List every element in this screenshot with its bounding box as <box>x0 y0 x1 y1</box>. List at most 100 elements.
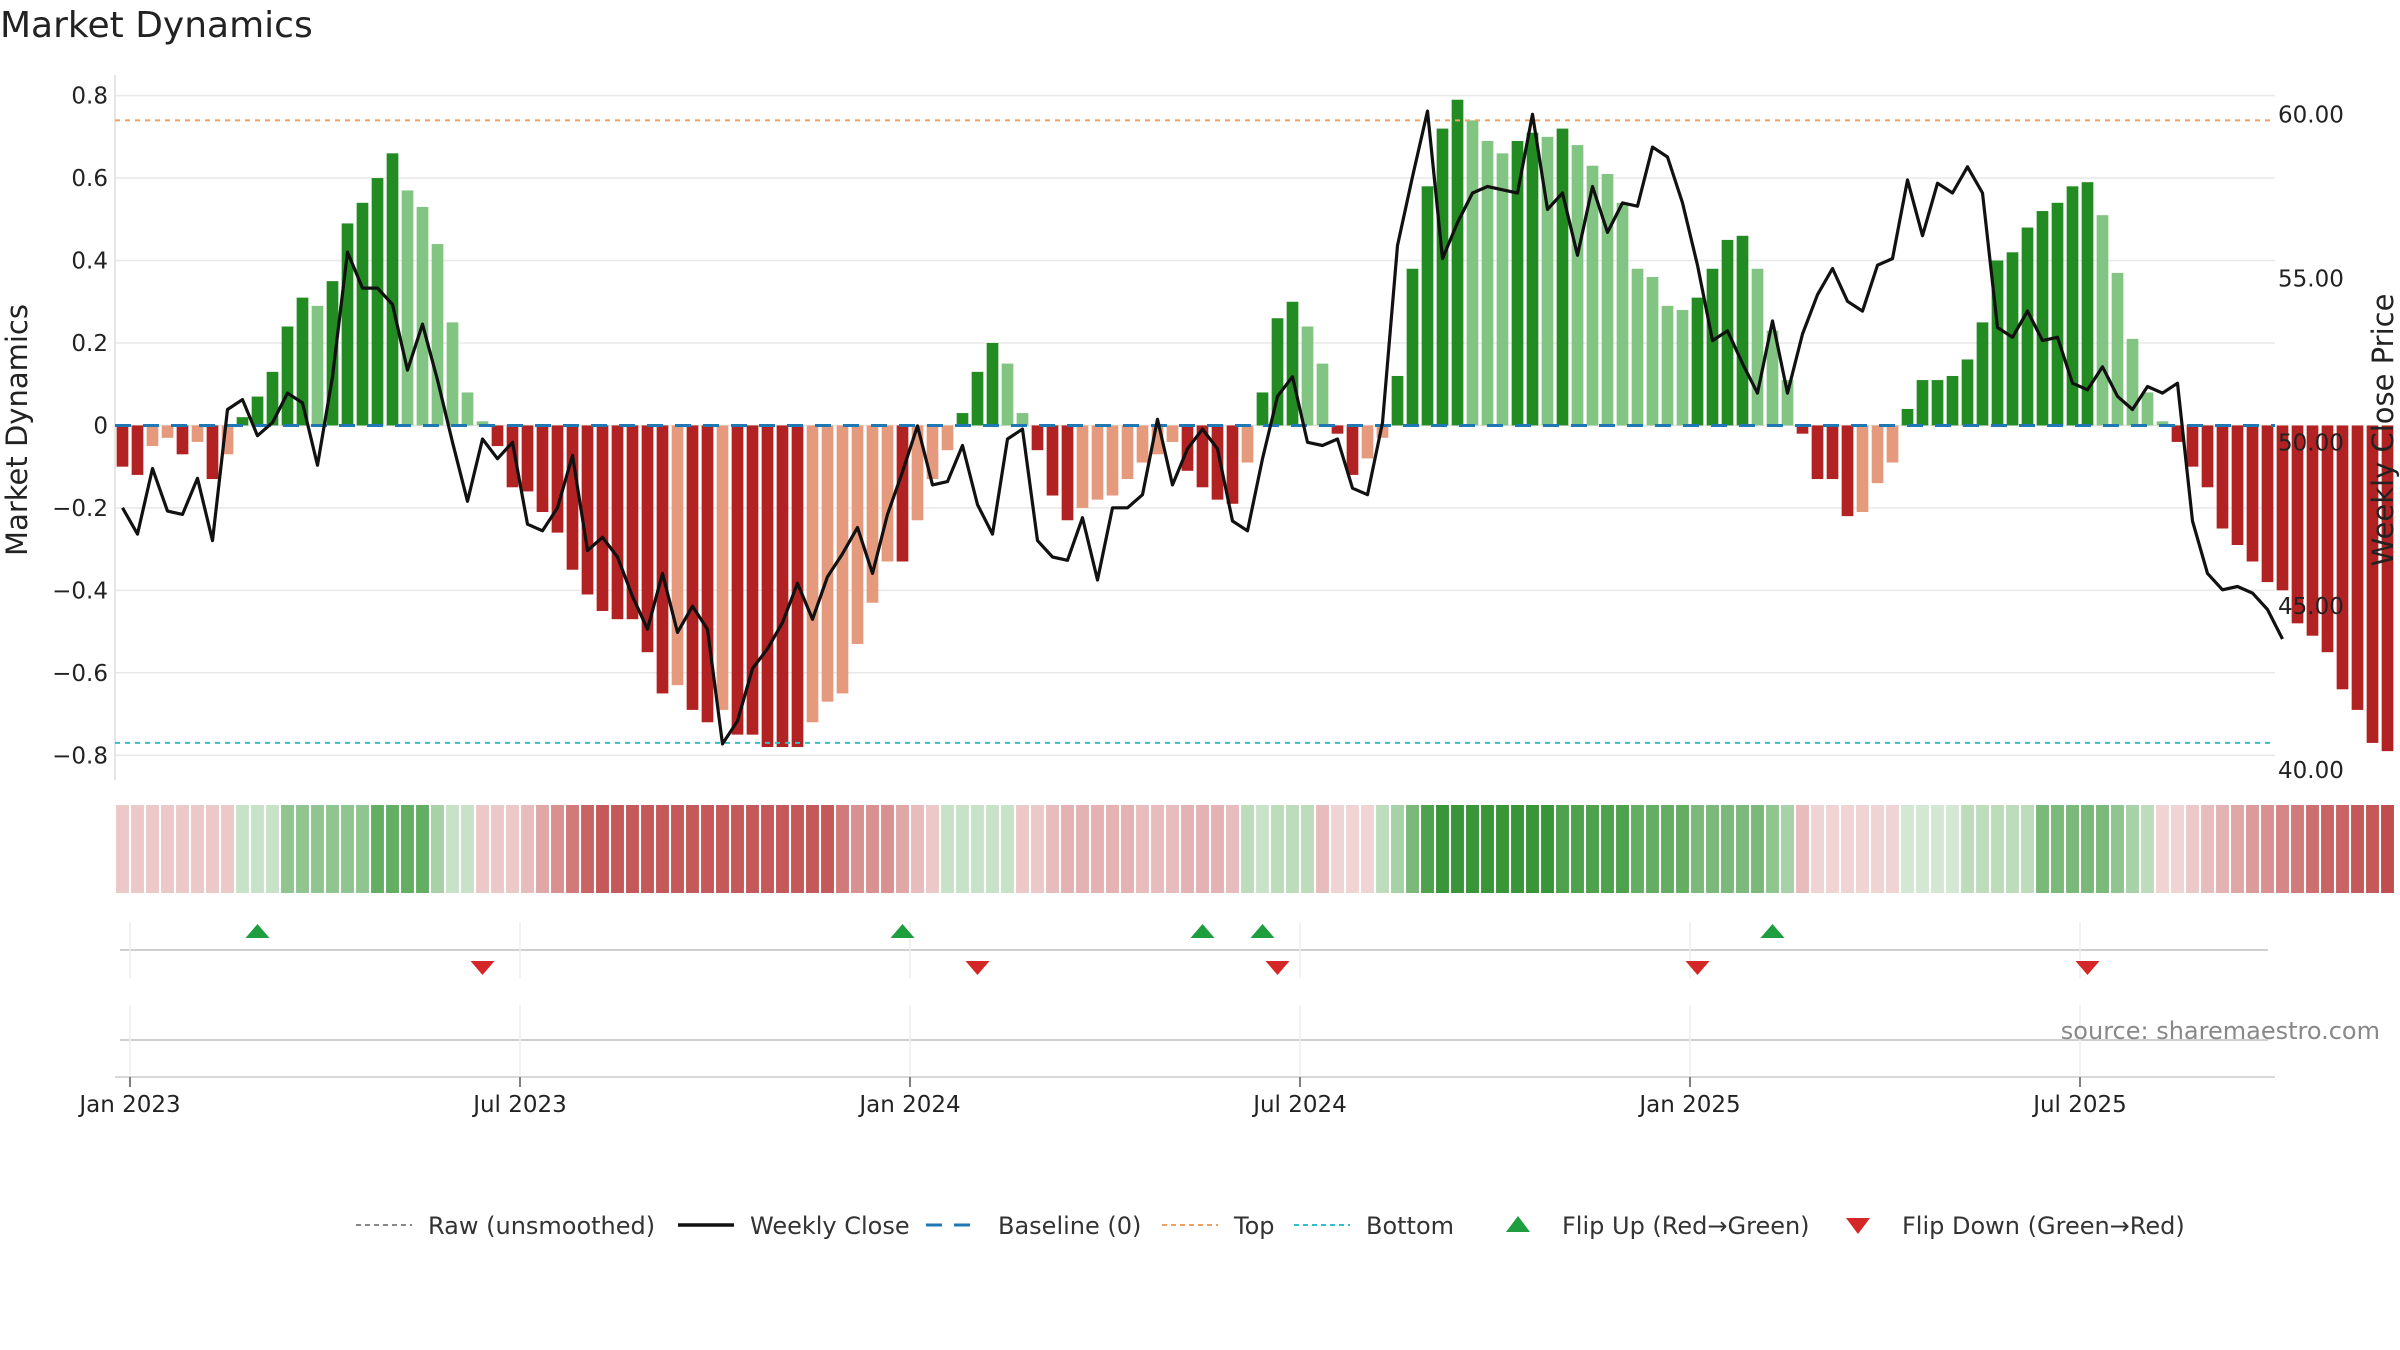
momentum-bar <box>866 425 879 603</box>
legend-item-flip_up: Flip Up (Red→Green) <box>1506 1212 1810 1240</box>
y-axis-left-label: Market Dynamics <box>0 304 34 556</box>
heat-strip-cell <box>131 805 144 893</box>
heat-strip-cell <box>2231 805 2244 893</box>
momentum-bar <box>2321 425 2334 653</box>
heat-strip-cell <box>416 805 429 893</box>
legend-swatch <box>1846 1218 1870 1234</box>
flip-down-marker <box>1265 961 1290 975</box>
y-tick-label-left: 0.4 <box>71 249 108 275</box>
momentum-bar <box>1271 318 1284 426</box>
heat-strip-cell <box>1646 805 1659 893</box>
momentum-bar <box>1706 268 1719 426</box>
source-note: source: sharemaestro.com <box>2061 1017 2380 1045</box>
heat-strip-cell <box>1601 805 1614 893</box>
heat-strip-cell <box>2216 805 2229 893</box>
momentum-bar <box>1826 425 1839 480</box>
heat-strip-cell <box>1466 805 1479 893</box>
momentum-bar <box>1451 99 1464 426</box>
momentum-bar <box>836 425 849 694</box>
heat-strip-cell <box>1766 805 1779 893</box>
momentum-bar <box>2036 211 2049 426</box>
heat-strip-cell <box>1196 805 1209 893</box>
momentum-bar <box>356 202 369 426</box>
heat-strip-cell <box>926 805 939 893</box>
heat-strip-cell <box>746 805 759 893</box>
momentum-bar <box>1331 425 1344 434</box>
momentum-bar <box>896 425 909 562</box>
heat-strip-cell <box>1436 805 1449 893</box>
momentum-bar <box>251 396 264 426</box>
x-tick-label: Jan 2023 <box>77 1092 180 1118</box>
heat-strip-cell <box>1931 805 1944 893</box>
heat-strip-cell <box>731 805 744 893</box>
momentum-bar <box>1781 380 1794 426</box>
momentum-bar <box>536 425 549 513</box>
x-tick-label: Jul 2023 <box>471 1092 567 1118</box>
y-tick-label-left: −0.8 <box>52 743 108 769</box>
heat-strip-cell <box>1001 805 1014 893</box>
y-tick-label-left: 0.2 <box>71 331 108 357</box>
momentum-bar <box>2141 392 2154 426</box>
momentum-bar <box>671 425 684 686</box>
momentum-bar <box>371 178 384 426</box>
heat-strip-cell <box>1451 805 1464 893</box>
heat-strip-cell <box>851 805 864 893</box>
heat-strip-cell <box>191 805 204 893</box>
momentum-bar <box>1406 268 1419 426</box>
heat-strip-cell <box>521 805 534 893</box>
momentum-bar <box>1526 132 1539 426</box>
momentum-bar <box>2201 425 2214 488</box>
flip-up-marker <box>1250 924 1275 938</box>
heat-strip-cell <box>1916 805 1929 893</box>
heat-strip-cell <box>1796 805 1809 893</box>
heat-strip-cell <box>2141 805 2154 893</box>
momentum-bar <box>446 322 459 426</box>
heat-strip-cell <box>941 805 954 893</box>
momentum-bar <box>1766 330 1779 426</box>
momentum-bar <box>506 425 519 488</box>
heat-strip-cell <box>446 805 459 893</box>
legend-label: Flip Down (Green→Red) <box>1902 1212 2185 1240</box>
heat-strip-cell <box>1046 805 1059 893</box>
momentum-bar <box>1076 425 1089 508</box>
momentum-bar <box>881 425 894 562</box>
heat-strip-cell <box>1391 805 1404 893</box>
momentum-bar <box>191 425 204 442</box>
heat-strip-cell <box>641 805 654 893</box>
heat-strip-cell <box>1526 805 1539 893</box>
heat-strip-cell <box>1376 805 1389 893</box>
heat-strip-cell <box>281 805 294 893</box>
momentum-bar <box>1466 120 1479 426</box>
heat-strip-cell <box>1781 805 1794 893</box>
momentum-bar <box>746 425 759 735</box>
momentum-bar <box>731 425 744 735</box>
heat-strip-cell <box>1286 805 1299 893</box>
heat-strip-cell <box>1826 805 1839 893</box>
momentum-bar <box>1751 268 1764 426</box>
heat-strip-cell <box>536 805 549 893</box>
heat-strip-cell <box>2066 805 2079 893</box>
momentum-bar <box>761 425 774 748</box>
momentum-bar <box>2111 272 2124 426</box>
momentum-bar <box>161 425 174 438</box>
momentum-bar <box>1286 301 1299 426</box>
momentum-bar <box>701 425 714 723</box>
momentum-bar <box>1121 425 1134 480</box>
y-tick-label-right: 55.00 <box>2278 266 2344 292</box>
legend-item-raw: Raw (unsmoothed) <box>356 1212 655 1240</box>
heat-strip-cell <box>2336 805 2349 893</box>
momentum-bar <box>1676 310 1689 426</box>
momentum-bar <box>236 417 249 426</box>
momentum-bar <box>1361 425 1374 459</box>
x-tick-label: Jul 2024 <box>1251 1092 1347 1118</box>
heat-strip-cell <box>1331 805 1344 893</box>
momentum-bar <box>1871 425 1884 484</box>
heat-strip-cell <box>161 805 174 893</box>
heat-strip-cell <box>506 805 519 893</box>
legend-item-top: Top <box>1162 1212 1275 1240</box>
legend-label: Baseline (0) <box>998 1212 1141 1240</box>
legend: Raw (unsmoothed) Weekly Close Baseline (0)… <box>356 1212 2185 1240</box>
heat-strip-cell <box>1016 805 1029 893</box>
momentum-bar <box>1481 140 1494 426</box>
